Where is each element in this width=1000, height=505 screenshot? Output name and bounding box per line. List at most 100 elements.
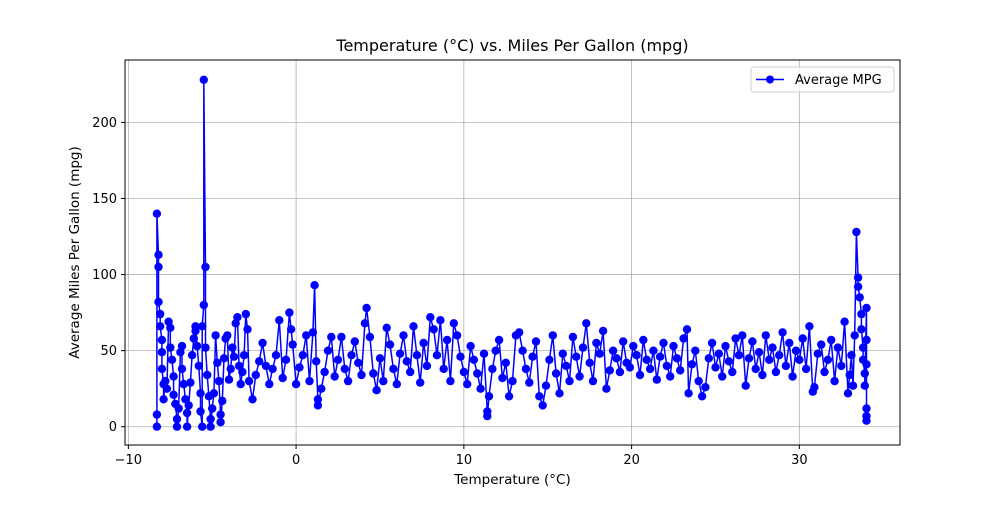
data-point <box>588 376 598 386</box>
data-point <box>360 319 370 328</box>
legend-box <box>750 66 895 93</box>
data-point <box>463 379 472 389</box>
data-point <box>385 340 395 349</box>
series-average-mpg <box>152 75 871 431</box>
data-point <box>845 370 854 380</box>
data-point <box>694 376 703 386</box>
data-point <box>261 361 271 371</box>
data-point <box>323 346 333 355</box>
data-point <box>429 325 438 334</box>
data-point <box>823 355 833 364</box>
chart-title: Temperature (°C) vs. Miles Per Gallon (m… <box>335 36 688 55</box>
data-point <box>182 408 192 418</box>
data-point <box>615 367 625 377</box>
data-point <box>239 351 249 360</box>
data-point <box>843 389 853 398</box>
data-point <box>255 357 264 366</box>
data-point <box>209 389 219 398</box>
data-point <box>504 392 514 401</box>
data-point <box>855 293 864 302</box>
data-point <box>347 351 356 360</box>
data-point <box>862 303 871 313</box>
data-point <box>479 349 489 358</box>
data-point <box>728 367 737 377</box>
x-tick-label: −10 <box>115 453 142 468</box>
data-point <box>456 352 465 361</box>
data-point <box>498 373 507 383</box>
data-point <box>850 331 859 340</box>
data-point <box>379 376 388 386</box>
data-point <box>409 322 418 331</box>
data-point <box>585 358 594 367</box>
data-point <box>432 351 442 360</box>
data-point <box>152 422 162 431</box>
data-point <box>216 418 225 427</box>
data-point <box>791 346 801 355</box>
y-tick-label: 200 <box>92 116 117 131</box>
data-point <box>572 352 581 361</box>
data-point <box>298 351 307 360</box>
data-point <box>473 369 482 378</box>
data-point <box>251 370 260 380</box>
data-point <box>416 378 425 387</box>
data-point <box>152 410 162 419</box>
data-point <box>312 357 321 366</box>
data-point <box>860 369 869 378</box>
data-point <box>619 337 628 346</box>
data-point <box>625 363 635 372</box>
data-point <box>162 384 172 393</box>
data-point <box>853 282 863 291</box>
data-point <box>642 355 651 364</box>
data-point <box>244 376 254 386</box>
data-point <box>333 355 343 364</box>
data-point <box>592 338 601 348</box>
data-point <box>635 370 645 380</box>
data-point <box>199 75 208 85</box>
data-point <box>672 354 682 363</box>
data-point <box>350 337 359 346</box>
data-point <box>206 414 215 424</box>
data-point <box>291 379 301 389</box>
data-point <box>731 334 740 343</box>
data-point <box>857 325 866 334</box>
data-point <box>707 338 717 348</box>
data-point <box>389 364 398 374</box>
data-point <box>223 331 232 340</box>
data-point <box>198 422 207 431</box>
axis-ticks: −10 0 10 20 30 0 50 100 150 200 <box>92 116 807 468</box>
data-point <box>436 316 445 325</box>
data-point <box>538 401 547 410</box>
data-point <box>848 381 858 390</box>
data-point <box>525 378 534 387</box>
data-point <box>186 378 195 387</box>
data-point <box>399 331 408 340</box>
data-point <box>392 379 401 389</box>
data-point <box>795 355 804 364</box>
data-point <box>840 317 849 326</box>
data-point <box>295 363 304 372</box>
data-point <box>575 372 584 381</box>
data-point <box>666 372 675 381</box>
data-point <box>159 395 168 404</box>
data-point <box>285 308 294 317</box>
data-point <box>154 262 163 272</box>
y-axis-label: Average Miles Per Gallon (mpg) <box>67 146 83 358</box>
data-point <box>515 328 524 337</box>
data-point <box>157 335 167 345</box>
data-point <box>156 322 165 331</box>
data-point <box>248 395 257 404</box>
data-point <box>687 360 697 369</box>
data-point <box>395 349 405 358</box>
data-point <box>357 370 366 380</box>
data-point <box>488 364 497 374</box>
data-point <box>419 338 428 348</box>
data-point <box>775 351 784 360</box>
data-point <box>152 209 162 218</box>
data-point <box>214 376 224 386</box>
data-point <box>655 352 665 361</box>
y-tick-label: 50 <box>100 344 117 359</box>
data-point <box>184 401 193 410</box>
data-point <box>452 331 462 340</box>
data-point <box>494 335 504 345</box>
